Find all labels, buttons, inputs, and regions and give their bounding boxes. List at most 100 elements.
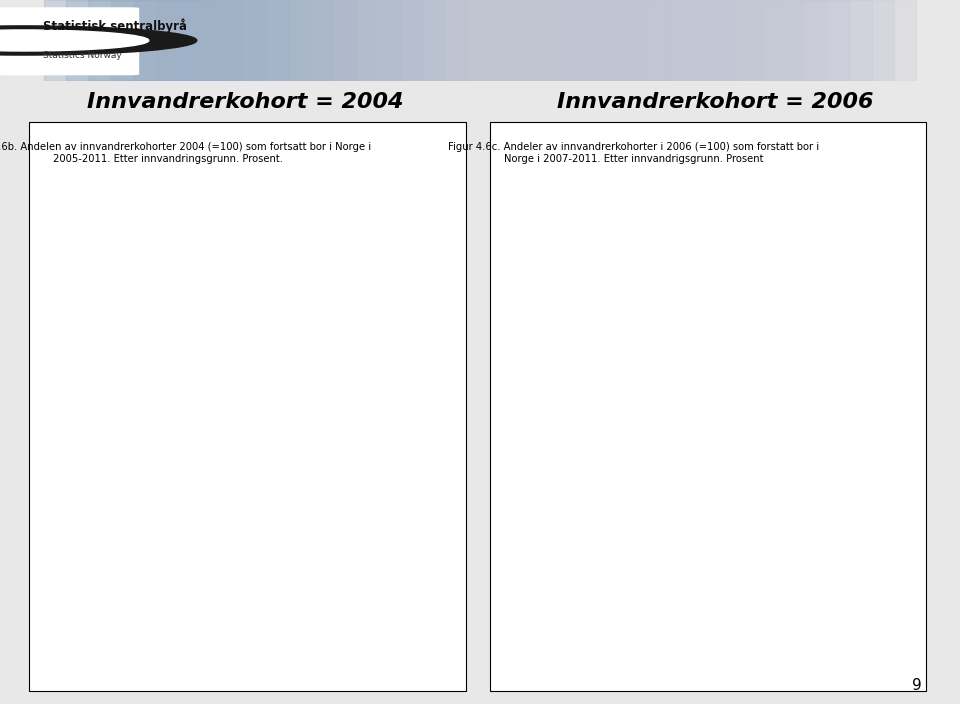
- Arbeid: [324, 397, 335, 406]
- Arbeid: [283, 386, 295, 394]
- Arbeid: [123, 322, 134, 331]
- Uoppgitt: [283, 367, 295, 375]
- Utdanning: [243, 494, 254, 503]
- FancyBboxPatch shape: [0, 7, 139, 75]
- Nordisk: [83, 258, 94, 267]
- Arbeid: [550, 258, 562, 267]
- Utdanning: [203, 491, 214, 499]
- Bar: [133, 0, 581, 81]
- Flukt: [163, 258, 175, 267]
- Arbeid: [163, 352, 175, 360]
- Text: Statistisk sentralbyrå: Statistisk sentralbyrå: [43, 18, 187, 33]
- Familie: [550, 258, 562, 267]
- Uoppgitt: [83, 258, 94, 267]
- Y-axis label: Prosent: Prosent: [28, 408, 40, 455]
- Uoppgitt: [123, 303, 134, 312]
- Text: Innvandrerkohort = 2006: Innvandrerkohort = 2006: [557, 92, 874, 112]
- Arbeid: [243, 378, 254, 386]
- Familie: [778, 315, 789, 323]
- Nordisk: [778, 434, 789, 443]
- Familie: [664, 296, 676, 304]
- Line: Uoppgitt: Uoppgitt: [84, 259, 333, 379]
- Nordisk: [123, 375, 134, 383]
- Bar: [290, 0, 737, 81]
- Utdanning: [83, 258, 94, 267]
- Familie: [324, 322, 335, 331]
- Line: Arbeid: Arbeid: [84, 259, 333, 405]
- Uoppgitt: [243, 348, 254, 357]
- Utdanning: [163, 468, 175, 477]
- Utdanning: [607, 371, 618, 379]
- Flukt: [83, 258, 94, 267]
- Bar: [156, 0, 603, 81]
- Arbeid: [607, 315, 618, 323]
- Bar: [178, 0, 626, 81]
- Utdanning: [721, 483, 732, 491]
- Nordisk: [721, 416, 732, 425]
- Arbeid: [664, 337, 676, 346]
- Bar: [43, 0, 492, 81]
- Flukt: [607, 255, 618, 263]
- Familie: [123, 284, 134, 293]
- Line: Nordisk: Nordisk: [552, 259, 787, 442]
- Flukt: [324, 266, 335, 275]
- Line: Utdanning: Utdanning: [84, 259, 333, 510]
- Bar: [88, 0, 536, 81]
- Nordisk: [163, 416, 175, 425]
- Bar: [201, 0, 648, 81]
- Flukt: [721, 263, 732, 271]
- Utdanning: [324, 502, 335, 510]
- Utdanning: [778, 494, 789, 503]
- Arbeid: [778, 363, 789, 372]
- Nordisk: [664, 397, 676, 406]
- X-axis label: Periode: Periode: [185, 658, 232, 670]
- Flukt: [778, 263, 789, 271]
- Familie: [203, 311, 214, 320]
- Flukt: [283, 258, 295, 267]
- Utdanning: [664, 449, 676, 458]
- Flukt: [243, 258, 254, 267]
- Familie: [283, 318, 295, 327]
- Bar: [379, 0, 827, 81]
- Nordisk: [203, 438, 214, 446]
- Bar: [334, 0, 782, 81]
- Line: Familie: Familie: [84, 259, 333, 330]
- Text: Innvandrerkohort = 2004: Innvandrerkohort = 2004: [86, 92, 403, 112]
- Uoppgitt: [550, 258, 562, 267]
- Arbeid: [83, 258, 94, 267]
- Utdanning: [283, 498, 295, 507]
- Flukt: [203, 258, 214, 267]
- Bar: [245, 0, 692, 81]
- Bar: [401, 0, 850, 81]
- Legend: Flukt, Familie, Uoppgitt, Arbeid, Nordisk, Utdanning: Flukt, Familie, Uoppgitt, Arbeid, Nordis…: [820, 222, 917, 332]
- Flukt: [123, 255, 134, 263]
- Arbeid: [721, 352, 732, 360]
- Bar: [223, 0, 670, 81]
- Bar: [268, 0, 715, 81]
- Text: Figur 4.6b. Andelen av innvandrerkohorter 2004 (=100) som fortsatt bor i Norge i: Figur 4.6b. Andelen av innvandrerkohorte…: [0, 142, 372, 164]
- Flukt: [664, 258, 676, 267]
- Utdanning: [550, 258, 562, 267]
- Line: Utdanning: Utdanning: [552, 259, 787, 502]
- Line: Nordisk: Nordisk: [84, 259, 333, 468]
- Line: Flukt: Flukt: [84, 256, 333, 274]
- Arbeid: [203, 367, 214, 375]
- Circle shape: [0, 26, 197, 55]
- Familie: [243, 315, 254, 323]
- Utdanning: [123, 371, 134, 379]
- Familie: [721, 303, 732, 312]
- Nordisk: [324, 460, 335, 469]
- Line: Uoppgitt: Uoppgitt: [552, 259, 787, 371]
- Familie: [163, 296, 175, 304]
- Bar: [468, 0, 917, 81]
- X-axis label: Periode: Periode: [646, 658, 693, 670]
- Uoppgitt: [664, 334, 676, 342]
- Nordisk: [283, 457, 295, 465]
- Bar: [110, 0, 559, 81]
- Nordisk: [550, 258, 562, 267]
- Uoppgitt: [163, 322, 175, 331]
- Y-axis label: Prosent: Prosent: [489, 408, 501, 455]
- Text: Statistics Norway: Statistics Norway: [43, 51, 122, 60]
- Bar: [312, 0, 759, 81]
- Uoppgitt: [324, 371, 335, 379]
